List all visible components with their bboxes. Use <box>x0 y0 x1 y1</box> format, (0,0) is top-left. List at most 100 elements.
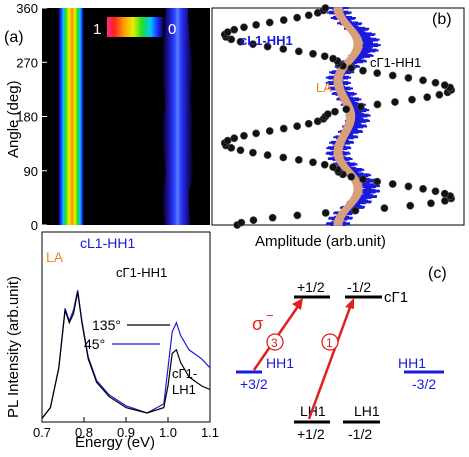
cg1-hh1-point <box>331 107 339 116</box>
cg1-hh1-point <box>373 100 382 109</box>
cg1-hh1-point <box>294 47 303 56</box>
pl-annotation-la: LA <box>46 249 64 265</box>
label-cg1: cΓ1 <box>384 289 408 306</box>
pl-xtick-label: 0.7 <box>33 425 51 440</box>
pl-series-line <box>41 291 211 419</box>
cg1-hh1-point <box>279 45 288 53</box>
cg1-hh1-point <box>427 199 435 208</box>
cg1-hh1-point <box>342 105 351 114</box>
cg1-hh1-point <box>404 74 413 82</box>
panel-b-label: (b) <box>432 11 452 28</box>
panel-pl: 0.7 0.8 0.9 1.0 1.1 Energy (eV) PL Intensity… <box>5 231 219 451</box>
cg1-hh1-point <box>320 52 329 61</box>
cg1-hh1-point <box>223 136 232 145</box>
cg1-hh1-point <box>320 160 329 169</box>
pl-xtick-label: 0.9 <box>117 425 135 440</box>
a-ytick-label: 90 <box>24 164 38 179</box>
cg1-hh1-point <box>408 95 416 104</box>
label-sigma: σ <box>252 314 263 334</box>
cg1-hh1-point <box>265 18 274 27</box>
cg1-hh1-point <box>373 69 382 77</box>
cg1-hh1-point <box>279 124 288 133</box>
cg1-hh1-point <box>423 93 432 102</box>
circle-1 <box>321 333 339 351</box>
a-ytick-label: 180 <box>16 110 38 125</box>
pl-annotation-cg1-lh1-a: cΓ1- <box>172 366 197 381</box>
cg1-hh1-point <box>237 218 246 227</box>
label-sigma-sup: − <box>266 308 274 323</box>
pl-annotation-cg1-hh1: cΓ1-HH1 <box>116 265 167 280</box>
cg1-hh1-point <box>263 151 272 159</box>
panel-b-xlabel: Amplitude (arb.unit) <box>255 233 386 250</box>
colorbar-max-label: 0 <box>168 21 176 38</box>
cg1-hh1-point <box>293 211 302 220</box>
legend-label-135: 135° <box>92 317 121 333</box>
pl-xtick-label: 1.0 <box>159 425 177 440</box>
cg1-hh1-point <box>279 16 288 24</box>
cg1-hh1-point <box>435 90 444 99</box>
cg1-hh1-point <box>323 110 332 118</box>
pl-annotation-cl1-hh1: cL1-HH1 <box>80 235 135 251</box>
cg1-hh1-point <box>230 25 239 34</box>
panel-a: 1 0 (a) Angle (deg) 0 90 180 270 360 <box>2 1 210 233</box>
cg1-hh1-point <box>380 204 389 213</box>
cg1-hh1-point <box>347 64 356 73</box>
pl-ylabel: PL Intensity (arb.unit) <box>5 276 22 418</box>
panel-c-label: (c) <box>428 265 447 282</box>
cg1-hh1-point <box>359 175 367 184</box>
cg1-hh1-point <box>419 184 427 193</box>
pl-annotation-cg1-lh1-b: LH1 <box>172 382 196 397</box>
cg1-hh1-point <box>388 180 397 188</box>
label-minus-3-2: -3/2 <box>412 376 436 392</box>
cg1-hh1-point <box>329 163 337 172</box>
cg1-hh1-point <box>304 11 313 20</box>
cg1-hh1-point <box>293 122 301 131</box>
cg1-hh1-point <box>236 37 245 46</box>
panel-a-ylabel: Angle (deg) <box>5 80 22 158</box>
a-ytick-label: 0 <box>31 218 38 233</box>
cg1-hh1-point <box>373 177 382 186</box>
cg1-hh1-point <box>440 81 449 90</box>
cg1-hh1-point <box>419 76 427 85</box>
cg1-hh1-point <box>249 216 258 225</box>
panel-a-label-bg <box>2 26 3 27</box>
colorbar <box>107 17 165 37</box>
cg1-hh1-point <box>329 54 337 63</box>
cg1-hh1-point <box>236 146 245 155</box>
cg1-hh1-point <box>223 28 232 37</box>
cg1-hh1-point <box>249 40 257 49</box>
cg1-hh1-point <box>240 23 248 32</box>
cg1-hh1-point <box>391 98 399 106</box>
label-plus-half-top: +1/2 <box>297 279 325 295</box>
cg1-hh1-point <box>265 127 274 135</box>
cg1-hh1-point <box>431 78 440 87</box>
a-ytick-label: 270 <box>16 55 38 70</box>
cg1-hh1-point <box>321 4 330 12</box>
cg1-hh1-point <box>249 148 257 157</box>
pl-xtick-label: 1.1 <box>201 425 219 440</box>
label-hh1-left: HH1 <box>266 355 294 371</box>
cg1-hh1-point <box>293 13 301 22</box>
cg1-hh1-point <box>240 131 248 140</box>
series-label-cg1-hh1: cΓ1-HH1 <box>370 55 421 70</box>
transition-arrow-1 <box>307 301 354 420</box>
cg1-hh1-point <box>351 206 360 215</box>
a-ytick-label: 360 <box>16 1 38 16</box>
panel-c: (c) +1/2 -1/2 cΓ1 HH1 +3/2 HH1 -3/2 LH1 … <box>236 265 447 442</box>
cg1-hh1-point <box>294 155 303 164</box>
cg1-hh1-point <box>252 129 261 138</box>
label-plus-3-2: +3/2 <box>240 376 268 392</box>
circle-3 <box>266 333 284 351</box>
cg1-hh1-point <box>406 201 415 210</box>
cg1-hh1-point <box>440 189 449 198</box>
heatmap-band-cg1 <box>161 8 194 225</box>
colorbar-min-label: 1 <box>93 21 101 38</box>
label-circle-3: 3 <box>271 336 278 350</box>
heatmap-band-la-cl1 <box>58 8 84 225</box>
cg1-hh1-point <box>321 209 330 217</box>
series-label-la: LA <box>316 80 332 95</box>
cg1-hh1-point <box>309 49 317 58</box>
cg1-hh1-point <box>309 158 317 167</box>
cg1-hh1-point <box>230 134 239 143</box>
transition-arrowhead-sigma <box>292 298 303 310</box>
